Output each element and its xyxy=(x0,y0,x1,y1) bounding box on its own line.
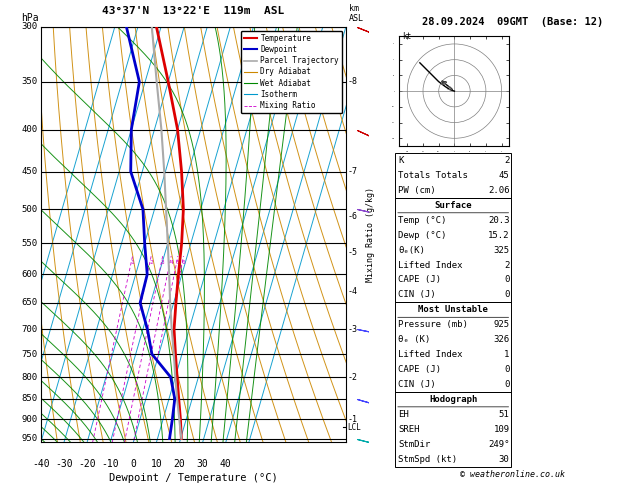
Text: LCL: LCL xyxy=(347,422,361,432)
Text: 650: 650 xyxy=(22,298,38,308)
Text: Pressure (mb): Pressure (mb) xyxy=(398,320,468,329)
Text: 450: 450 xyxy=(22,167,38,176)
Text: km
ASL: km ASL xyxy=(349,4,364,22)
Text: 850: 850 xyxy=(22,394,38,403)
Text: 30: 30 xyxy=(499,454,509,464)
Text: -3: -3 xyxy=(347,325,357,334)
Text: Totals Totals: Totals Totals xyxy=(398,171,468,180)
Text: 10: 10 xyxy=(150,459,162,469)
Text: 20.3: 20.3 xyxy=(488,216,509,225)
Text: 0: 0 xyxy=(504,380,509,389)
Text: hPa: hPa xyxy=(21,13,38,22)
Text: 15.2: 15.2 xyxy=(488,231,509,240)
Text: -2: -2 xyxy=(347,373,357,382)
Text: 20: 20 xyxy=(174,459,186,469)
Text: 2: 2 xyxy=(504,156,509,165)
Text: 2.06: 2.06 xyxy=(488,186,509,195)
Text: -5: -5 xyxy=(347,248,357,258)
Text: θₑ (K): θₑ (K) xyxy=(398,335,430,344)
Text: CIN (J): CIN (J) xyxy=(398,291,436,299)
Text: 0: 0 xyxy=(504,365,509,374)
Text: 700: 700 xyxy=(22,325,38,334)
Text: © weatheronline.co.uk: © weatheronline.co.uk xyxy=(460,469,565,479)
Text: 51: 51 xyxy=(499,410,509,419)
Text: 4: 4 xyxy=(169,260,173,265)
Text: 350: 350 xyxy=(22,77,38,87)
Text: CAPE (J): CAPE (J) xyxy=(398,365,441,374)
Text: -30: -30 xyxy=(55,459,73,469)
Text: 6k: 6k xyxy=(440,81,447,86)
Legend: Temperature, Dewpoint, Parcel Trajectory, Dry Adiabat, Wet Adiabat, Isotherm, Mi: Temperature, Dewpoint, Parcel Trajectory… xyxy=(240,31,342,113)
Text: 1: 1 xyxy=(504,350,509,359)
Text: 5: 5 xyxy=(176,260,180,265)
Text: 45: 45 xyxy=(499,171,509,180)
Text: 950: 950 xyxy=(22,434,38,443)
Text: K: K xyxy=(398,156,404,165)
Text: Lifted Index: Lifted Index xyxy=(398,350,463,359)
Text: 40: 40 xyxy=(220,459,231,469)
Text: 925: 925 xyxy=(493,320,509,329)
Text: Lifted Index: Lifted Index xyxy=(398,260,463,270)
Text: Most Unstable: Most Unstable xyxy=(418,305,488,314)
Text: 2: 2 xyxy=(149,260,153,265)
Text: 900: 900 xyxy=(22,415,38,424)
Text: -7: -7 xyxy=(347,167,357,176)
Text: -6: -6 xyxy=(347,212,357,221)
Text: 0: 0 xyxy=(504,276,509,284)
Text: -8: -8 xyxy=(347,77,357,87)
Text: kt: kt xyxy=(403,32,412,41)
Text: SREH: SREH xyxy=(398,425,420,434)
Text: 1: 1 xyxy=(131,260,135,265)
Text: 0: 0 xyxy=(504,291,509,299)
Text: 249°: 249° xyxy=(488,440,509,449)
Text: 800: 800 xyxy=(22,373,38,382)
Text: 3k: 3k xyxy=(447,86,453,90)
Text: -20: -20 xyxy=(78,459,96,469)
Text: Hodograph: Hodograph xyxy=(429,395,477,404)
Text: -1: -1 xyxy=(347,415,357,424)
Text: CAPE (J): CAPE (J) xyxy=(398,276,441,284)
Text: Dewp (°C): Dewp (°C) xyxy=(398,231,447,240)
Text: 326: 326 xyxy=(493,335,509,344)
Text: 750: 750 xyxy=(22,349,38,359)
Text: CIN (J): CIN (J) xyxy=(398,380,436,389)
Text: 0: 0 xyxy=(130,459,136,469)
Text: PW (cm): PW (cm) xyxy=(398,186,436,195)
Text: 2: 2 xyxy=(504,260,509,270)
Text: 550: 550 xyxy=(22,239,38,248)
Text: Mixing Ratio (g/kg): Mixing Ratio (g/kg) xyxy=(366,187,375,282)
Text: 3: 3 xyxy=(161,260,165,265)
Text: -40: -40 xyxy=(32,459,50,469)
Text: -4: -4 xyxy=(347,287,357,296)
Text: 6: 6 xyxy=(182,260,186,265)
Text: 325: 325 xyxy=(493,245,509,255)
Text: 500: 500 xyxy=(22,205,38,214)
Text: 300: 300 xyxy=(22,22,38,31)
Text: 43°37'N  13°22'E  119m  ASL: 43°37'N 13°22'E 119m ASL xyxy=(103,6,284,17)
Text: Surface: Surface xyxy=(435,201,472,210)
Text: Dewpoint / Temperature (°C): Dewpoint / Temperature (°C) xyxy=(109,473,278,484)
Text: 28.09.2024  09GMT  (Base: 12): 28.09.2024 09GMT (Base: 12) xyxy=(422,17,603,27)
Text: 600: 600 xyxy=(22,270,38,279)
Text: StmDir: StmDir xyxy=(398,440,430,449)
Text: 109: 109 xyxy=(493,425,509,434)
Text: StmSpd (kt): StmSpd (kt) xyxy=(398,454,457,464)
Text: 30: 30 xyxy=(197,459,209,469)
Text: -10: -10 xyxy=(101,459,119,469)
Text: 400: 400 xyxy=(22,125,38,134)
Text: EH: EH xyxy=(398,410,409,419)
Text: Temp (°C): Temp (°C) xyxy=(398,216,447,225)
Text: θₑ(K): θₑ(K) xyxy=(398,245,425,255)
